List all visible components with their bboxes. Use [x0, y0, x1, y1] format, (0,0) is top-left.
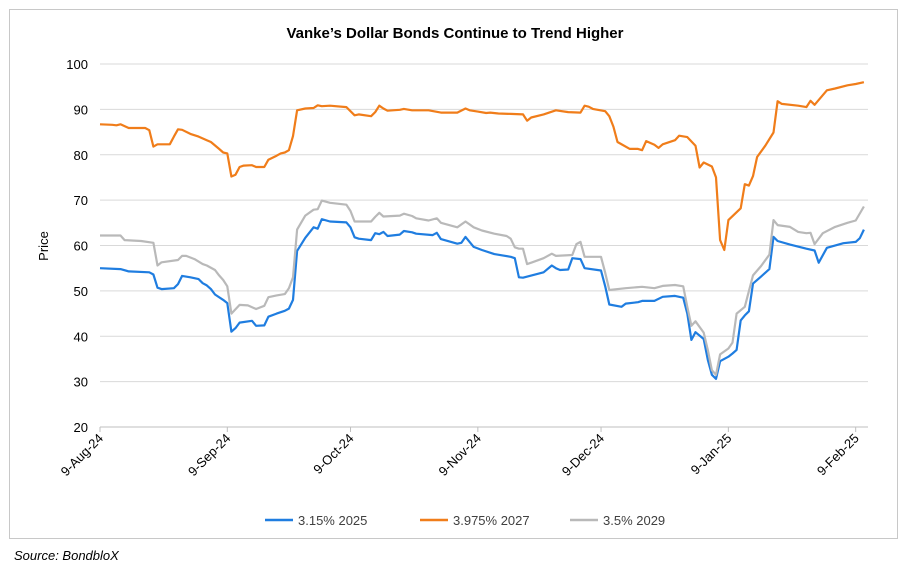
- y-tick-label: 20: [74, 420, 88, 435]
- y-tick-label: 70: [74, 193, 88, 208]
- x-tick-label: 9-Sep-24: [185, 431, 233, 479]
- chart-title: Vanke’s Dollar Bonds Continue to Trend H…: [287, 25, 624, 42]
- y-tick-label: 50: [74, 284, 88, 299]
- axes: [99, 426, 868, 432]
- gridlines: [100, 63, 868, 383]
- x-tick-label: 9-Dec-24: [559, 431, 607, 479]
- legend: 3.15% 2025 3.975% 2027 3.5% 2029: [265, 513, 665, 528]
- legend-label: 3.975% 2027: [453, 513, 530, 528]
- chart-frame: [9, 9, 898, 539]
- y-tick-label: 30: [74, 375, 88, 390]
- legend-label: 3.5% 2029: [603, 513, 665, 528]
- y-tick-label: 40: [74, 329, 88, 344]
- x-tick-label: 9-Aug-24: [58, 431, 106, 479]
- legend-label: 3.15% 2025: [298, 513, 367, 528]
- y-tick-label: 100: [66, 57, 88, 72]
- x-axis-tick-labels: 9-Aug-24 9-Sep-24 9-Oct-24 9-Nov-24 9-Dec-24…: [58, 431, 862, 479]
- x-tick-label: 9-Feb-25: [814, 431, 862, 479]
- series-line-1: [99, 218, 865, 380]
- series-lines: [99, 81, 865, 380]
- x-tick-label: 9-Nov-24: [436, 431, 484, 479]
- y-tick-label: 80: [74, 148, 88, 163]
- series-line-2: [99, 81, 865, 252]
- x-tick-label: 9-Jan-25: [688, 431, 735, 478]
- y-axis-tick-labels: 20 30 40 50 60 70 80 90 100: [66, 57, 88, 435]
- y-tick-label: 90: [74, 102, 88, 117]
- series-line-3: [100, 199, 865, 376]
- y-axis-label: Price: [36, 231, 51, 261]
- source-note: Source: BondbloX: [14, 548, 119, 563]
- x-tick-label: 9-Oct-24: [310, 431, 356, 477]
- y-tick-label: 60: [74, 239, 88, 254]
